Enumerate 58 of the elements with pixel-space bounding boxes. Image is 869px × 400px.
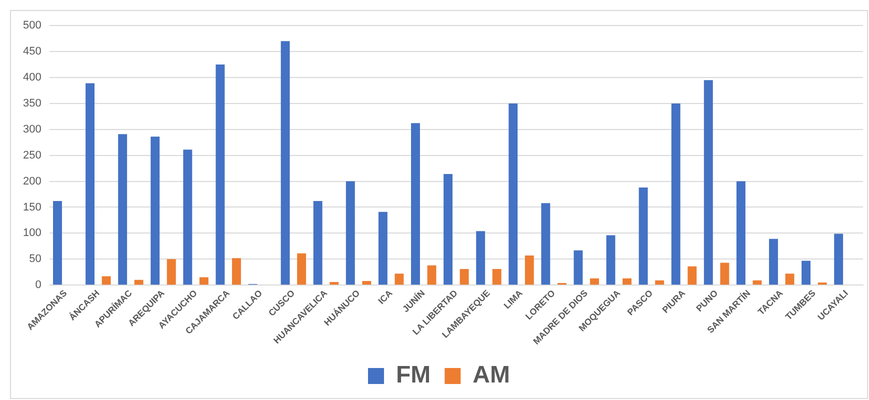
bar (785, 274, 794, 285)
bar (118, 134, 128, 285)
bar (346, 181, 355, 285)
bar (460, 269, 469, 285)
y-tick-label: 300 (22, 123, 42, 136)
bar (720, 262, 730, 285)
y-tick-label: 250 (22, 149, 42, 162)
bar (638, 188, 648, 285)
bar (606, 235, 616, 285)
y-tick-label: 350 (22, 97, 42, 110)
bar (297, 253, 306, 285)
bar (53, 201, 62, 285)
bar (280, 41, 290, 285)
bar (752, 280, 762, 285)
bar (704, 80, 713, 285)
legend-label: FM (396, 362, 431, 389)
bar (574, 250, 583, 285)
bar (378, 212, 388, 285)
bar (541, 203, 550, 285)
bar (199, 277, 208, 285)
y-tick-label: 450 (22, 46, 42, 58)
bar (769, 238, 778, 285)
legend-label: AM (472, 362, 510, 389)
bar (216, 64, 225, 285)
bar (166, 259, 176, 285)
bar (590, 278, 599, 285)
bar (476, 231, 486, 285)
y-tick-label: 400 (22, 72, 42, 84)
bar (622, 278, 632, 285)
bar (330, 282, 339, 285)
bar (362, 280, 372, 285)
y-tick-label: 200 (22, 175, 42, 188)
bar (492, 269, 502, 285)
bar (102, 276, 111, 285)
bar (524, 256, 534, 285)
bar (313, 201, 322, 285)
bar (802, 260, 811, 285)
y-tick-label: 500 (22, 20, 42, 32)
bar (688, 266, 697, 285)
bar (736, 181, 746, 285)
bar (86, 83, 95, 285)
y-tick-label: 50 (29, 253, 42, 266)
y-tick-label: 100 (22, 227, 42, 240)
bar (834, 234, 844, 285)
bar (427, 265, 436, 285)
bar (134, 280, 144, 285)
y-tick-label: 0 (35, 279, 42, 292)
x-tick-label: ICA (376, 288, 395, 306)
bar (183, 150, 192, 285)
bar (655, 280, 664, 285)
bar (444, 174, 453, 285)
bar (232, 258, 241, 285)
y-tick-label: 150 (22, 201, 42, 214)
bar (150, 136, 160, 285)
bar (394, 274, 404, 285)
bar (411, 123, 420, 285)
bar (671, 103, 680, 285)
bar (508, 103, 518, 285)
